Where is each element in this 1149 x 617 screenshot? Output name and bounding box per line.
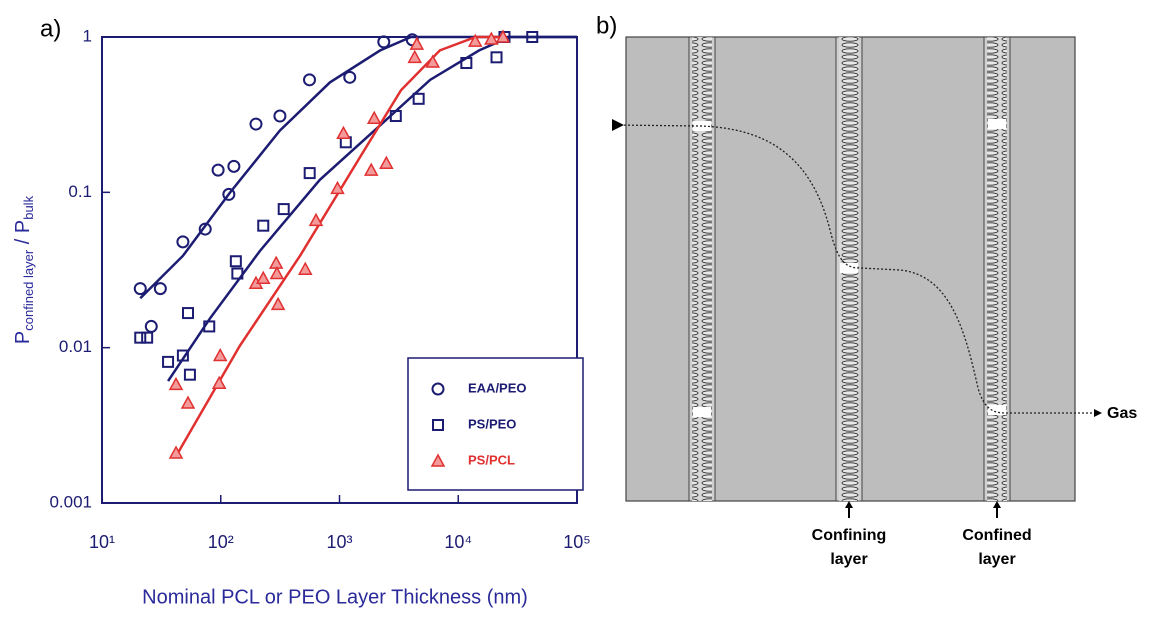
layer-label: Confined [962,527,1031,544]
data-point [211,375,227,390]
data-point [377,35,391,49]
legend-marker [431,382,445,396]
fit-curve [167,35,577,382]
layer-strip [688,36,716,502]
x-axis-label: Nominal PCL or PEO Layer Thickness (nm) [142,586,528,608]
data-point [153,282,167,296]
data-point [526,31,539,43]
panel-b: b) Gas Confining layer Confined layer [596,12,1137,568]
arrow-head [993,501,1001,508]
data-point [412,92,425,105]
legend-marker [432,419,444,431]
data-point [176,235,190,249]
legend-label: PS/PEO [468,416,516,431]
data-point [467,33,483,47]
data-point [277,203,290,216]
data-point [162,355,175,368]
data-point [269,265,285,280]
data-point [366,110,382,124]
data-point [407,49,422,64]
data-point [133,282,147,296]
data-point [298,261,313,275]
y-axis-label-part: P [12,331,34,344]
data-point [249,117,263,131]
layer-label: layer [978,551,1015,568]
data-point [222,187,236,201]
data-point [212,347,228,362]
data-point [363,162,379,176]
data-point [303,167,316,180]
arrow-head [612,119,624,131]
data-point [270,296,286,311]
data-point [343,70,357,84]
data-point [336,125,351,140]
data-point [231,267,244,280]
layer-label: Confining [812,527,887,544]
y-axis-label-part: bulk [21,195,36,219]
arrow-head [1094,409,1102,417]
data-point [183,368,196,381]
data-point [460,57,473,70]
data-point [203,320,216,333]
legend-marker [430,453,446,467]
gas-path [611,124,1096,414]
data-point [409,36,425,50]
gas-label: Gas [1107,405,1137,422]
data-point [484,31,499,45]
legend-label: EAA/PEO [468,380,527,395]
y-axis-label-part: confined layer [21,249,36,331]
data-point [330,180,345,195]
layer-strip [835,36,863,502]
y-tick-label: 1 [83,26,92,45]
x-tick-label: 10² [208,532,234,552]
data-point [495,29,511,43]
data-point [303,73,317,87]
arrow-head [845,501,853,508]
layer-label: layer [830,551,867,568]
data-point [176,349,189,362]
data-point [227,159,241,173]
data-point [198,222,212,236]
x-tick-label: 10³ [326,532,352,552]
data-point [182,307,195,320]
data-point [425,54,441,68]
data-point [257,219,270,232]
data-point [273,109,287,123]
data-point [211,163,225,177]
y-tick-label: 0.1 [68,182,92,201]
data-point [168,376,184,391]
panel-a: a) 0.001 0.01 0.1 1 10¹ 10² 10³ 10⁴ 10⁵ Nominal PC… [12,15,590,608]
data-point [379,155,394,169]
data-point [490,51,503,64]
legend: EAA/PEO PS/PEO PS/PCL [407,357,584,491]
x-tick-label: 10⁵ [563,532,590,552]
data-point [144,319,158,333]
y-tick-label: 0.01 [59,337,92,356]
data-point [134,331,147,344]
data-point [229,255,242,268]
x-tick-label: 10⁴ [444,532,472,552]
data-point [180,395,196,409]
data-point [255,270,271,284]
layer-strip [983,36,1011,502]
fit-curve [139,35,577,300]
data-point [141,331,154,344]
panel-label: a) [40,15,61,42]
y-axis-label: Pconfined layer / Pbulk [12,195,36,344]
y-axis-label-part: / P [12,220,34,250]
data-point [268,255,284,269]
data-point [389,110,402,123]
legend-label: PS/PCL [468,452,515,467]
data-point [308,212,324,227]
panel-label: b) [596,12,617,39]
y-tick-label: 0.001 [49,492,92,511]
x-tick-label: 10¹ [89,532,115,552]
legend-box [407,357,584,491]
data-point [168,445,184,459]
